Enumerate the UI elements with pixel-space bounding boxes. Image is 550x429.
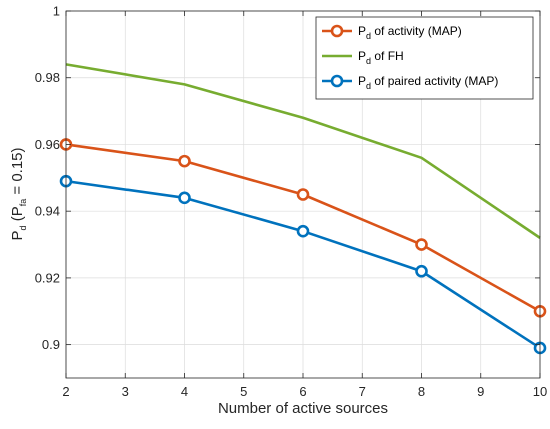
legend-entry-3: Pd of paired activity (MAP)	[322, 74, 498, 91]
data-point	[415, 238, 428, 251]
y-axis-title-sub2: fa	[18, 199, 28, 207]
y-tick-label: 0.92	[35, 270, 60, 285]
data-point	[178, 154, 191, 168]
legend-label-rest: of FH	[371, 49, 404, 63]
legend-label-sub: d	[366, 31, 371, 41]
legend-label-main: P	[358, 74, 366, 88]
series-2	[65, 63, 541, 239]
legend-label: Pd of activity (MAP)	[358, 24, 462, 41]
legend-entry-2: Pd of FH	[322, 49, 404, 66]
ticks: 2 3 4 5 6 7 8 9 10 0.9 0.92 0.94 0.96 0.98 1	[35, 4, 548, 400]
x-tick-label: 2	[62, 384, 69, 399]
legend-box	[315, 16, 534, 100]
legend-label-sub: d	[366, 81, 371, 91]
y-tick-label: 0.98	[35, 70, 60, 85]
data-point	[415, 264, 428, 278]
y-tick-label: 0.96	[35, 137, 60, 152]
legend-marker	[330, 74, 344, 88]
series-line	[65, 63, 541, 239]
y-axis-title-mid: (P	[9, 206, 26, 225]
legend-label-rest: of activity (MAP)	[371, 24, 462, 38]
x-tick-label: 9	[477, 384, 484, 399]
y-axis-title-tail: = 0.15)	[9, 147, 26, 198]
y-axis-title: Pd (Pfa = 0.15)	[9, 147, 28, 240]
x-tick-label: 4	[181, 384, 188, 399]
legend-label-rest: of paired activity (MAP)	[371, 74, 498, 88]
legend-entry-1: Pd of activity (MAP)	[322, 24, 462, 41]
y-axis-title-main: P	[9, 230, 26, 240]
y-tick-label: 0.94	[35, 204, 60, 219]
legend-label-main: P	[358, 24, 366, 38]
y-axis-title-sub: d	[18, 225, 28, 230]
data-point	[178, 191, 191, 205]
x-tick-label: 7	[359, 384, 366, 399]
data-point	[296, 224, 310, 238]
legend-label-main: P	[358, 49, 366, 63]
y-tick-label: 1	[53, 4, 60, 19]
legend-marker	[330, 24, 344, 38]
legend-label: Pd of FH	[358, 49, 404, 66]
x-tick-label: 3	[122, 384, 129, 399]
legend-label-sub: d	[366, 56, 371, 66]
x-tick-label: 8	[418, 384, 425, 399]
x-tick-label: 10	[533, 384, 547, 399]
legend-label: Pd of paired activity (MAP)	[358, 74, 498, 91]
x-tick-label: 5	[240, 384, 247, 399]
data-point	[296, 188, 310, 201]
y-tick-label: 0.9	[42, 337, 60, 352]
x-tick-label: 6	[299, 384, 306, 399]
x-axis-title: Number of active sources	[218, 400, 388, 417]
